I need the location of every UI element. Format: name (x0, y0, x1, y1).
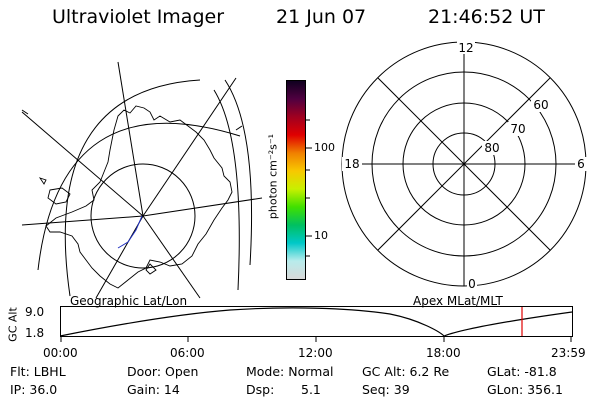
meridian-line (21, 111, 144, 217)
status-seq: Seq: 39 (362, 382, 410, 397)
latitude-arc (213, 89, 240, 291)
latitude-arc (37, 122, 241, 271)
apex-panel-label: Apex MLat/MLT (413, 294, 503, 308)
latitude-arc (64, 79, 201, 297)
latitude-arc (224, 79, 253, 266)
mlat-mlt-polar-plot: 12 18 6 0 60 70 80 (341, 40, 587, 291)
lat-label-60: 60 (533, 98, 548, 112)
color-scale-tick-10: 10 (314, 229, 328, 242)
time-tick-1800: 18:00 (426, 346, 461, 360)
altitude-curve (60, 307, 573, 337)
header-date: 21 Jun 07 (276, 6, 367, 28)
time-tick-0600: 06:00 (170, 346, 205, 360)
satellite-track (117, 215, 143, 249)
geographic-map (21, 61, 263, 299)
label-bg (467, 277, 477, 291)
mlt-label-6: 6 (577, 157, 585, 171)
status-gc-alt: GC Alt: 6.2 Re (362, 364, 450, 379)
label-bg (457, 40, 475, 54)
status-glat: GLat: -81.8 (487, 364, 557, 379)
color-scale-tick-100: 100 (314, 141, 335, 154)
tick-mark (235, 125, 243, 131)
meridian-line (142, 197, 263, 217)
color-scale-gradient (287, 81, 305, 279)
app-title: Ultraviolet Imager (52, 6, 225, 28)
status-mode: Mode: Normal (246, 364, 334, 379)
time-tick-1200: 12:00 (298, 346, 333, 360)
gc-alt-tick-top: 9.0 (25, 305, 45, 319)
label-bg (575, 157, 587, 171)
meridian-line (95, 215, 144, 299)
meridian-line (142, 215, 201, 299)
latitude-circle (90, 163, 196, 269)
meridian-line (21, 215, 144, 226)
color-scale-unit-label: photon cm⁻²s⁻¹ (266, 133, 280, 220)
geographic-panel-label: Geographic Lat/Lon (70, 294, 188, 308)
lat-label-80: 80 (484, 141, 499, 155)
meridian-line (117, 61, 144, 217)
coastline (45, 105, 233, 289)
gc-alt-tick-bottom: 1.8 (25, 326, 45, 340)
status-gain: Gain: 14 (127, 382, 180, 397)
coastline-island (38, 177, 47, 185)
altitude-timeline-plot (60, 306, 573, 342)
status-filter: Flt: LBHL (10, 364, 66, 379)
color-scale-bar (286, 80, 306, 280)
status-glon: GLon: 356.1 (487, 382, 563, 397)
label-bg (531, 98, 551, 112)
mlt-label-12: 12 (458, 41, 473, 55)
status-dsp-label: Dsp: (246, 382, 275, 397)
coastline-island (47, 187, 71, 205)
time-tick-0000: 00:00 (43, 346, 78, 360)
status-door: Door: Open (127, 364, 199, 379)
mlt-diagonal (377, 77, 551, 251)
time-tick-2359: 23:59 (551, 346, 586, 360)
header-time: 21:46:52 UT (428, 6, 545, 28)
coastline-island (145, 263, 157, 275)
tick-mark (21, 109, 29, 115)
label-bg (508, 122, 528, 136)
color-scale-ticks (306, 119, 312, 257)
lat-label-70: 70 (510, 122, 525, 136)
status-dsp-value: 5.1 (301, 382, 321, 397)
mlt-label-18: 18 (344, 157, 359, 171)
mlt-label-0: 0 (468, 277, 476, 291)
status-ip: IP: 36.0 (10, 382, 58, 397)
label-bg (482, 141, 502, 155)
gc-alt-axis-label: GC Alt (6, 307, 20, 342)
label-bg (342, 157, 362, 171)
meridian-line (142, 77, 237, 217)
